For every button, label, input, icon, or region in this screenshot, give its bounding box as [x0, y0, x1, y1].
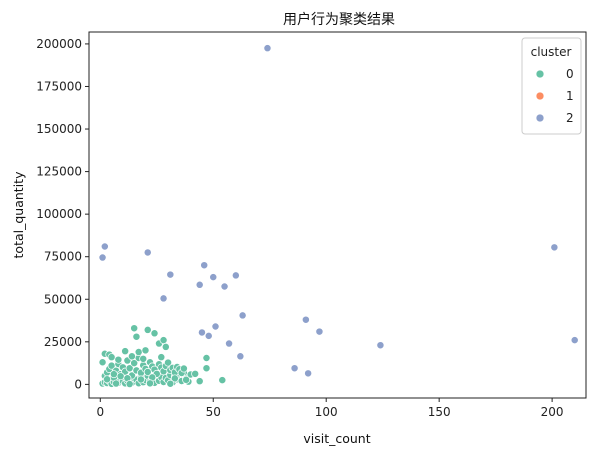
point-cluster-0 [195, 377, 204, 386]
point-cluster-2 [166, 270, 175, 279]
y-tick-label: 175000 [36, 79, 82, 93]
point-cluster-0 [166, 379, 175, 388]
x-tick-label: 200 [541, 405, 564, 419]
x-axis-label: visit_count [303, 431, 370, 446]
point-cluster-2 [98, 253, 107, 262]
point-cluster-2 [238, 311, 247, 320]
point-cluster-0 [179, 364, 188, 373]
point-cluster-0 [109, 370, 118, 379]
legend: cluster 0 1 2 [521, 37, 582, 135]
point-cluster-0 [218, 376, 227, 385]
point-cluster-0 [146, 379, 154, 388]
legend-marker-0 [535, 69, 545, 79]
point-cluster-0 [125, 380, 134, 388]
point-cluster-0 [134, 348, 143, 356]
point-cluster-2 [143, 248, 152, 257]
legend-label-1: 1 [566, 89, 574, 103]
point-cluster-2 [304, 369, 313, 378]
y-tick-label: 125000 [36, 165, 82, 179]
point-cluster-2 [301, 315, 310, 324]
data-points [98, 44, 579, 388]
legend-box [521, 37, 582, 135]
point-cluster-2 [200, 261, 209, 270]
point-cluster-2 [231, 271, 240, 280]
x-tick-label: 0 [96, 405, 104, 419]
point-cluster-0 [159, 336, 168, 345]
point-cluster-0 [150, 329, 159, 338]
point-cluster-2 [198, 328, 206, 337]
point-cluster-0 [103, 375, 112, 384]
point-cluster-2 [225, 339, 234, 348]
legend-entries: 0 1 2 [535, 67, 574, 125]
point-cluster-0 [170, 374, 179, 383]
y-axis: 0 25000 50000 75000 100000 125000 150000 175000… [36, 37, 89, 391]
point-cluster-0 [202, 364, 211, 373]
point-cluster-0 [191, 369, 200, 378]
point-cluster-0 [107, 353, 116, 362]
point-cluster-2 [209, 273, 218, 282]
point-cluster-0 [143, 368, 152, 376]
y-axis-label: total_quantity [11, 171, 26, 259]
point-cluster-2 [159, 294, 168, 303]
point-cluster-0 [161, 342, 170, 351]
point-cluster-0 [98, 358, 107, 367]
point-cluster-2 [376, 341, 385, 350]
y-tick-label: 50000 [44, 292, 82, 306]
y-tick-label: 200000 [36, 37, 82, 51]
x-tick-label: 150 [428, 405, 451, 419]
y-tick-label: 0 [74, 377, 82, 391]
point-cluster-0 [157, 353, 166, 362]
point-cluster-0 [112, 379, 121, 388]
point-cluster-0 [116, 372, 125, 381]
point-cluster-2 [211, 322, 220, 331]
y-tick-label: 25000 [44, 335, 82, 349]
point-cluster-0 [121, 347, 130, 356]
x-tick-label: 50 [206, 405, 221, 419]
legend-label-2: 2 [566, 111, 574, 125]
point-cluster-2 [315, 327, 324, 336]
legend-label-0: 0 [566, 67, 574, 81]
point-cluster-2 [236, 352, 245, 361]
plot-area: 0 50 100 150 200 0 25000 50000 75000 100000 12500… [36, 31, 587, 419]
point-cluster-0 [127, 352, 136, 361]
point-cluster-2 [195, 280, 204, 289]
point-cluster-2 [100, 242, 109, 251]
chart-title: 用户行为聚类结果 [283, 11, 395, 28]
y-tick-label: 100000 [36, 207, 82, 221]
point-cluster-2 [570, 336, 579, 345]
point-cluster-0 [139, 354, 148, 363]
point-cluster-2 [550, 243, 559, 252]
point-cluster-0 [143, 325, 152, 334]
point-cluster-2 [263, 44, 272, 53]
point-cluster-0 [130, 324, 139, 333]
point-cluster-0 [132, 332, 141, 341]
x-axis: 0 50 100 150 200 [96, 398, 564, 419]
legend-title: cluster [531, 45, 572, 59]
y-tick-label: 150000 [36, 122, 82, 136]
legend-marker-2 [535, 113, 545, 123]
point-cluster-2 [220, 282, 229, 291]
legend-marker-1 [535, 91, 545, 101]
x-tick-label: 100 [315, 405, 338, 419]
point-cluster-0 [141, 346, 150, 355]
point-cluster-0 [182, 375, 191, 384]
plot-frame [88, 31, 587, 399]
point-cluster-0 [137, 375, 145, 384]
point-cluster-0 [114, 355, 123, 364]
y-tick-label: 75000 [44, 250, 82, 264]
point-cluster-0 [202, 354, 211, 362]
point-cluster-2 [204, 331, 213, 340]
point-cluster-0 [164, 358, 173, 367]
point-cluster-2 [290, 364, 299, 373]
